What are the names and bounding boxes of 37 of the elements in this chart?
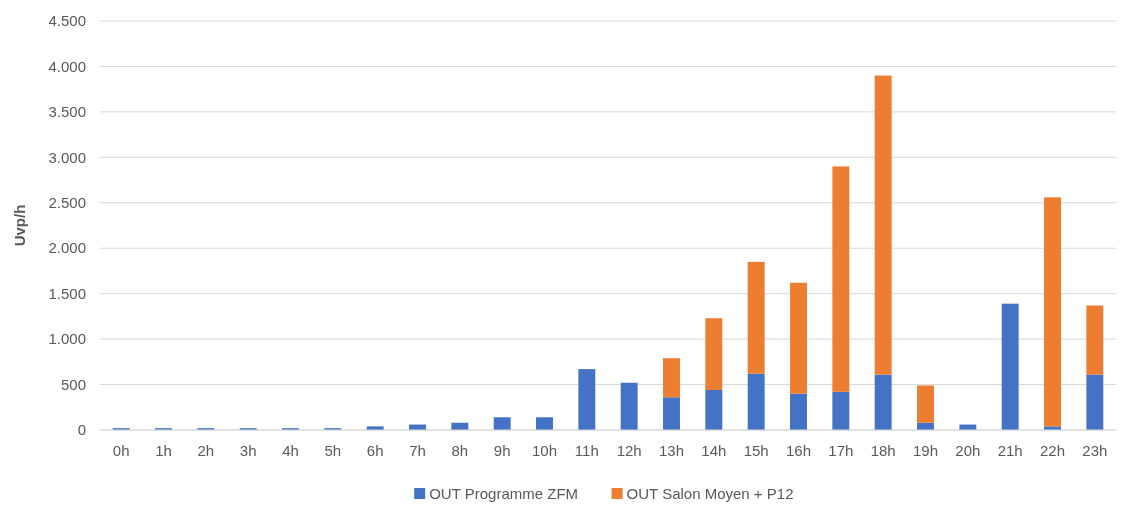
y-tick-label: 3.000 bbox=[48, 148, 86, 166]
x-tick-label: 7h bbox=[409, 442, 426, 459]
x-tick-label: 15h bbox=[743, 442, 769, 459]
x-tick-label: 23h bbox=[1082, 442, 1108, 459]
x-tick-label: 5h bbox=[324, 442, 342, 459]
y-tick-label: 0 bbox=[77, 421, 86, 439]
x-tick-label: 17h bbox=[828, 442, 854, 459]
x-tick-label: 11h bbox=[574, 442, 599, 459]
x-tick-label: 4h bbox=[282, 442, 299, 459]
x-tick-label: 2h bbox=[197, 442, 215, 459]
x-tick-label: 16h bbox=[785, 442, 812, 459]
y-axis-title: Uvp/h bbox=[11, 204, 28, 247]
x-tick-label: 9h bbox=[493, 442, 511, 459]
y-tick-label: 3.500 bbox=[48, 103, 86, 121]
y-tick-label: 4.500 bbox=[48, 12, 86, 30]
x-tick-label: 0h bbox=[112, 442, 130, 459]
y-tick-label: 500 bbox=[60, 375, 86, 393]
x-tick-label: 3h bbox=[239, 442, 257, 459]
x-tick-label: 22h bbox=[1039, 442, 1066, 459]
x-tick-label: 19h bbox=[912, 442, 939, 459]
x-tick-label: 12h bbox=[616, 442, 642, 459]
y-tick-label: 1.500 bbox=[48, 284, 86, 302]
y-tick-label: 2.500 bbox=[48, 194, 86, 212]
x-tick-label: 13h bbox=[658, 442, 685, 459]
legend-label: OUT Salon Moyen + P12 bbox=[626, 485, 794, 502]
y-tick-label: 2.000 bbox=[48, 239, 86, 257]
legend-label: OUT Programme ZFM bbox=[429, 485, 579, 502]
x-tick-label: 21h bbox=[997, 442, 1023, 459]
x-tick-label: 14h bbox=[701, 442, 727, 459]
x-tick-label: 10h bbox=[531, 442, 558, 459]
y-tick-label: 1.000 bbox=[48, 330, 86, 348]
x-tick-label: 8h bbox=[451, 442, 469, 459]
x-tick-label: 18h bbox=[870, 442, 896, 459]
x-tick-label: 6h bbox=[366, 442, 384, 459]
x-tick-label: 1h bbox=[155, 442, 172, 459]
x-tick-label: 20h bbox=[955, 442, 981, 459]
y-tick-label: 4.000 bbox=[48, 57, 86, 75]
